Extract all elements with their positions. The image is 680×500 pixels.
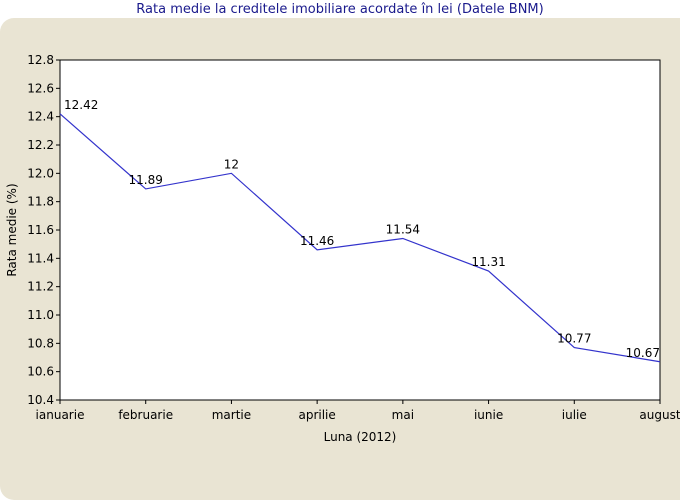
x-axis: ianuarie februarie martie aprilie mai iunie iu… bbox=[36, 400, 680, 422]
data-label: 12 bbox=[224, 157, 239, 171]
data-label: 11.54 bbox=[386, 223, 420, 237]
data-label: 11.89 bbox=[129, 173, 163, 187]
y-tick-label: 11.8 bbox=[27, 195, 54, 209]
y-tick-label: 11.6 bbox=[27, 223, 54, 237]
x-tick-label: iunie bbox=[474, 408, 503, 422]
y-tick-label: 10.4 bbox=[27, 393, 54, 407]
x-tick-label: iulie bbox=[562, 408, 587, 422]
y-tick-label: 12.6 bbox=[27, 81, 54, 95]
x-tick-label: mai bbox=[392, 408, 414, 422]
chart-title: Rata medie la creditele imobiliare acord… bbox=[136, 2, 544, 17]
y-tick-label: 10.8 bbox=[27, 336, 54, 350]
y-tick-label: 11.0 bbox=[27, 308, 54, 322]
data-label: 10.67 bbox=[626, 346, 660, 360]
x-tick-label: ianuarie bbox=[36, 408, 85, 422]
x-tick-label: februarie bbox=[118, 408, 173, 422]
series-line bbox=[59, 113, 661, 363]
data-label: 11.31 bbox=[471, 255, 505, 269]
y-tick-label: 10.6 bbox=[27, 365, 54, 379]
y-axis-title: Rata medie (%) bbox=[5, 183, 19, 276]
y-tick-label: 12.4 bbox=[27, 110, 54, 124]
y-tick-label: 11.2 bbox=[27, 280, 54, 294]
x-tick-label: august bbox=[639, 408, 680, 422]
y-axis: 10.4 10.6 10.8 11.0 11.2 11.4 11.6 11.8 12.0 12.2… bbox=[27, 53, 60, 407]
plot-area bbox=[59, 59, 661, 401]
data-label: 10.77 bbox=[557, 332, 591, 346]
data-label: 12.42 bbox=[64, 98, 98, 112]
y-tick-label: 12.8 bbox=[27, 53, 54, 67]
data-label: 11.46 bbox=[300, 234, 334, 248]
x-tick-label: martie bbox=[212, 408, 251, 422]
y-tick-label: 12.0 bbox=[27, 166, 54, 180]
x-tick-label: aprilie bbox=[298, 408, 335, 422]
x-axis-title: Luna (2012) bbox=[324, 430, 397, 444]
y-tick-label: 12.2 bbox=[27, 138, 54, 152]
y-tick-label: 11.4 bbox=[27, 251, 54, 265]
data-labels: 12.42 11.89 12 11.46 11.54 11.31 10.77 10.67 bbox=[64, 98, 660, 360]
